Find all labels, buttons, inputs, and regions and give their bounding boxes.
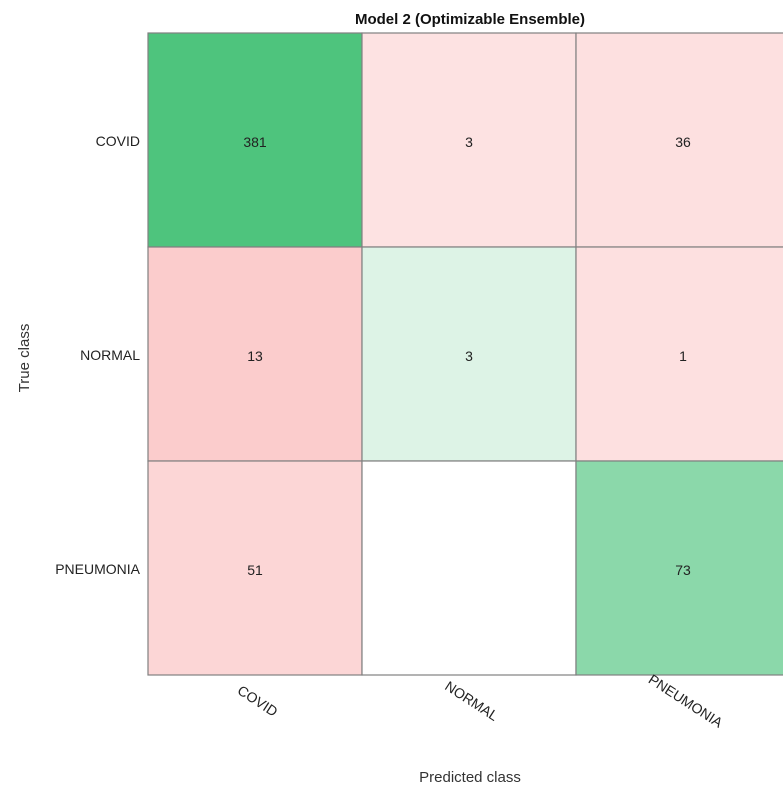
cell-normal-pneumonia: 1 [575, 246, 783, 462]
cell-normal-normal: 3 [361, 246, 577, 462]
cell-covid-covid: 381 [147, 32, 363, 248]
cell-value: 381 [243, 134, 267, 150]
cell-value: 13 [247, 348, 263, 364]
cell-value: 36 [675, 134, 691, 150]
cell-covid-normal: 3 [361, 32, 577, 248]
cell-rect [147, 246, 363, 462]
chart-title: Model 2 (Optimizable Ensemble) [355, 11, 585, 28]
y-tick-label-pneumonia: PNEUMONIA [55, 561, 140, 577]
cell-value: 3 [465, 348, 473, 364]
cell-rect [361, 32, 577, 248]
cell-rect [361, 246, 577, 462]
cell-rect [147, 32, 363, 248]
cell-covid-pneumonia: 36 [575, 32, 783, 248]
cell-pneumonia-covid: 51 [147, 460, 363, 676]
cell-rect [361, 460, 577, 676]
x-tick-label-covid: COVID [235, 682, 281, 720]
cell-rect [575, 460, 783, 676]
cell-value: 73 [675, 562, 691, 578]
x-tick-label-normal: NORMAL [442, 678, 501, 724]
y-tick-label-normal: NORMAL [80, 347, 140, 363]
cell-rect [575, 246, 783, 462]
y-axis-title: True class [16, 324, 33, 393]
cell-normal-covid: 13 [147, 246, 363, 462]
x-axis-title: Predicted class [419, 769, 521, 786]
x-tick-label-pneumonia: PNEUMONIA [646, 671, 726, 731]
y-tick-label-covid: COVID [96, 133, 140, 149]
cell-value: 1 [679, 348, 687, 364]
cell-pneumonia-pneumonia: 73 [575, 460, 783, 676]
cell-pneumonia-normal [361, 460, 577, 676]
cell-value: 51 [247, 562, 263, 578]
matrix-cells: 381 3 36 13 3 1 51 73 [147, 32, 783, 676]
cell-value: 3 [465, 134, 473, 150]
